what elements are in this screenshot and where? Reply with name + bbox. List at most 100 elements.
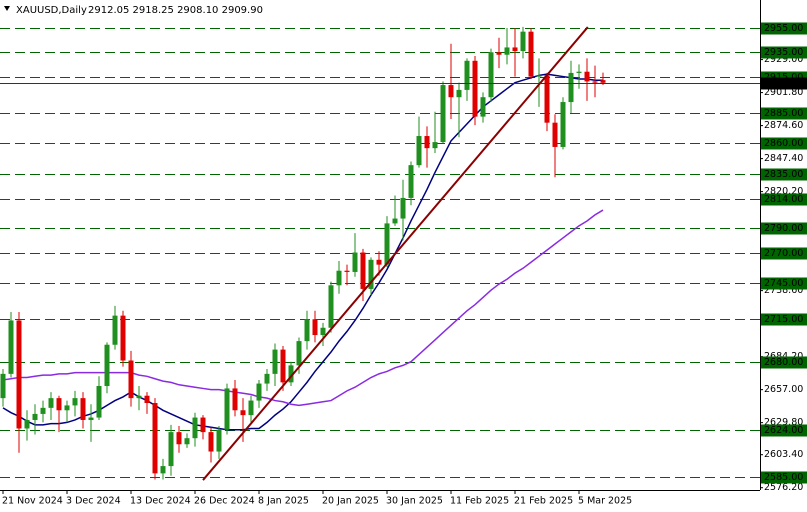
candle-body bbox=[552, 122, 558, 147]
candle-body bbox=[432, 142, 438, 149]
candle-body bbox=[256, 383, 262, 401]
y-tick-label: 2603.40 bbox=[764, 449, 803, 460]
candle-body bbox=[496, 52, 502, 55]
candle-body bbox=[0, 373, 6, 399]
candle-body bbox=[456, 89, 462, 98]
last-price-box bbox=[761, 77, 807, 90]
candle-body bbox=[536, 75, 542, 77]
level-label: 2935.00 bbox=[764, 47, 803, 58]
level-label-box bbox=[761, 168, 807, 181]
level-label-box bbox=[761, 313, 807, 326]
candle-body bbox=[368, 259, 374, 289]
symbol-label: XAUUSD,Daily bbox=[16, 5, 87, 16]
candle-body bbox=[120, 315, 126, 361]
level-label: 2585.00 bbox=[764, 472, 803, 483]
level-label: 2624.00 bbox=[764, 425, 803, 436]
y-tick-label: 2629.80 bbox=[764, 417, 803, 428]
y-tick-label: 2929.00 bbox=[764, 54, 803, 65]
candle-body bbox=[488, 52, 494, 98]
candle-body bbox=[424, 136, 430, 149]
candle-body bbox=[296, 341, 302, 366]
candle-body bbox=[576, 71, 582, 73]
candle-body bbox=[528, 31, 534, 77]
candle-body bbox=[240, 410, 246, 416]
level-label: 2814.00 bbox=[764, 194, 803, 205]
y-tick-label: 2901.80 bbox=[764, 87, 803, 98]
candle-body bbox=[440, 85, 446, 143]
level-label: 2715.00 bbox=[764, 314, 803, 325]
candle-body bbox=[480, 97, 486, 117]
level-label: 2885.00 bbox=[764, 108, 803, 119]
level-label: 2680.00 bbox=[764, 357, 803, 368]
candle-body bbox=[416, 136, 422, 166]
candle-body bbox=[56, 398, 62, 411]
candle-body bbox=[48, 398, 54, 408]
candle-body bbox=[544, 75, 550, 123]
y-tick-label: 2738.60 bbox=[764, 285, 803, 296]
level-label: 2770.00 bbox=[764, 248, 803, 259]
moving-average bbox=[2, 209, 604, 407]
x-tick-label: 11 Feb 2025 bbox=[450, 496, 509, 507]
level-label-box bbox=[761, 222, 807, 235]
candle-body bbox=[168, 432, 174, 467]
candle-body bbox=[16, 320, 22, 429]
y-tick-label: 2576.20 bbox=[764, 482, 803, 493]
candle-body bbox=[592, 81, 598, 83]
y-tick-label: 2874.60 bbox=[764, 120, 803, 131]
candle-body bbox=[128, 360, 134, 399]
level-label-box bbox=[761, 46, 807, 59]
candle-body bbox=[376, 259, 382, 265]
x-tick-label: 13 Dec 2024 bbox=[130, 496, 191, 507]
candle-body bbox=[144, 395, 150, 403]
candle-body bbox=[560, 102, 566, 147]
candle-body bbox=[304, 319, 310, 342]
x-tick-label: 20 Jan 2025 bbox=[322, 496, 379, 507]
level-label-box bbox=[761, 193, 807, 206]
moving-average bbox=[2, 73, 603, 431]
x-tick-label: 21 Nov 2024 bbox=[2, 496, 63, 507]
candle-body bbox=[568, 72, 574, 103]
header-icon bbox=[4, 6, 10, 11]
level-label-box bbox=[761, 247, 807, 260]
candle-body bbox=[224, 388, 230, 430]
y-tick-label: 2820.20 bbox=[764, 186, 803, 197]
x-tick-label: 21 Feb 2025 bbox=[514, 496, 573, 507]
x-tick-label: 26 Dec 2024 bbox=[194, 496, 255, 507]
candle-body bbox=[80, 398, 86, 420]
candle-body bbox=[584, 71, 590, 82]
candle-body bbox=[8, 320, 14, 374]
candle-body bbox=[96, 386, 102, 418]
candle-body bbox=[160, 466, 166, 474]
candle-body bbox=[32, 413, 38, 420]
candle-body bbox=[344, 270, 350, 272]
candle-body bbox=[464, 60, 470, 90]
last-price-label: 2909.90 bbox=[764, 78, 803, 89]
level-label-box bbox=[761, 137, 807, 150]
candle-body bbox=[192, 417, 198, 439]
candle-body bbox=[400, 197, 406, 219]
candle-body bbox=[512, 47, 518, 52]
candle-body bbox=[184, 438, 190, 445]
candle-body bbox=[408, 165, 414, 198]
level-label: 2745.00 bbox=[764, 278, 803, 289]
candle-body bbox=[520, 31, 526, 52]
candle-body bbox=[504, 47, 510, 55]
candle-body bbox=[360, 252, 366, 289]
candle-body bbox=[24, 419, 30, 429]
candle-body bbox=[280, 349, 286, 383]
candle-body bbox=[232, 388, 238, 411]
ohlc-label: 2912.05 2918.25 2908.10 2909.90 bbox=[88, 5, 263, 16]
level-label: 2860.00 bbox=[764, 138, 803, 149]
level-label-box bbox=[761, 424, 807, 437]
x-tick-label: 5 Mar 2025 bbox=[578, 496, 632, 507]
candle-body bbox=[264, 373, 270, 384]
candle-body bbox=[448, 85, 454, 98]
candle-body bbox=[392, 218, 398, 224]
level-label: 2790.00 bbox=[764, 223, 803, 234]
candle-body bbox=[288, 365, 294, 383]
candle-body bbox=[64, 405, 70, 411]
candle-body bbox=[176, 432, 182, 445]
candle-body bbox=[112, 315, 118, 345]
